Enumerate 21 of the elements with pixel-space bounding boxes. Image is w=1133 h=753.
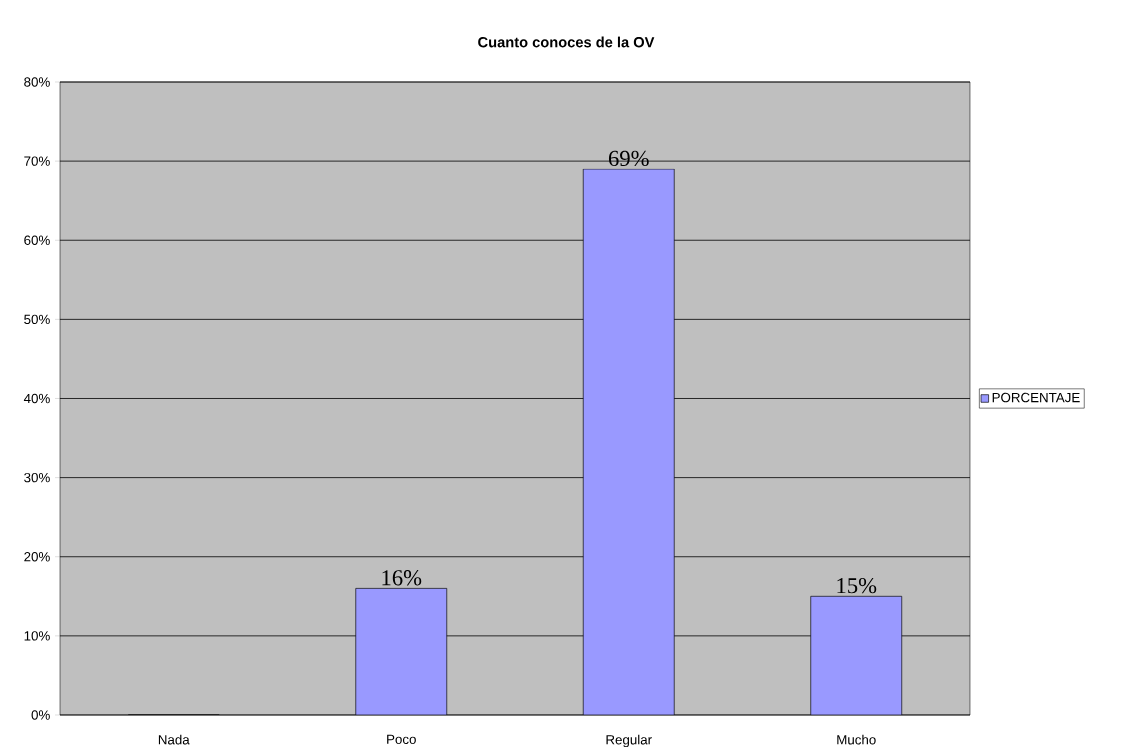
y-tick-label: 70% bbox=[24, 156, 50, 166]
chart-title: Cuanto conoces de la OV bbox=[478, 36, 655, 48]
bar bbox=[810, 595, 903, 715]
y-tick-label: 50% bbox=[24, 314, 50, 325]
y-tick-label: 60% bbox=[24, 235, 50, 245]
x-tick-label: Mucho bbox=[837, 734, 876, 745]
y-tick-label: 30% bbox=[24, 472, 50, 483]
y-tick-label: 0% bbox=[31, 710, 50, 720]
text: 16% bbox=[382, 570, 422, 586]
x-tick-label: Regular bbox=[606, 734, 652, 748]
x-tick-label: Poco bbox=[387, 734, 416, 744]
bar bbox=[582, 168, 675, 715]
text: 69% bbox=[608, 150, 649, 167]
text: 15% bbox=[837, 577, 877, 594]
bar bbox=[355, 588, 448, 715]
x-tick-label: Nada bbox=[158, 734, 190, 745]
y-tick-label: 20% bbox=[24, 552, 50, 562]
legend-label: PORCENTAJE bbox=[992, 392, 1080, 403]
y-tick-label: 80% bbox=[24, 77, 50, 87]
y-tick-label: 10% bbox=[24, 631, 50, 641]
y-tick-label: 40% bbox=[23, 393, 50, 404]
